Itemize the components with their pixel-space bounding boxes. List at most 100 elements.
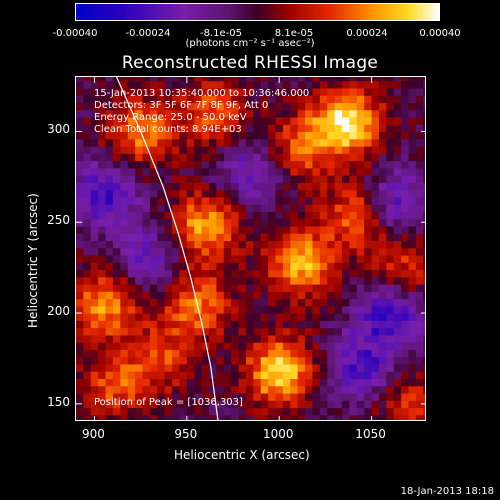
heatmap-cell bbox=[305, 342, 314, 350]
heatmap-cell bbox=[120, 153, 129, 162]
heatmap-cell bbox=[179, 371, 188, 380]
heatmap-cell bbox=[290, 146, 299, 154]
heatmap-cell bbox=[356, 77, 365, 82]
heatmap-cell bbox=[245, 233, 254, 242]
heatmap-cell bbox=[371, 247, 380, 256]
heatmap-cell bbox=[83, 349, 92, 358]
heatmap-cell bbox=[135, 356, 144, 365]
heatmap-cell bbox=[342, 153, 351, 162]
heatmap-cell bbox=[423, 356, 425, 365]
heatmap-cell bbox=[223, 392, 232, 401]
heatmap-cell bbox=[164, 407, 173, 416]
heatmap-cell bbox=[142, 356, 151, 365]
heatmap-cell bbox=[209, 95, 217, 104]
heatmap-cell bbox=[393, 189, 402, 198]
heatmap-cell bbox=[194, 175, 203, 183]
heatmap-cell bbox=[282, 254, 291, 263]
heatmap-cell bbox=[238, 95, 247, 104]
heatmap-cell bbox=[231, 109, 240, 118]
heatmap-cell bbox=[172, 240, 181, 249]
heatmap-cell bbox=[319, 116, 328, 125]
heatmap-cell bbox=[76, 204, 84, 212]
heatmap-cell bbox=[231, 189, 240, 198]
heatmap-cell bbox=[216, 124, 225, 133]
heatmap-cell bbox=[179, 80, 188, 89]
heatmap-cell bbox=[179, 269, 188, 278]
heatmap-cell bbox=[209, 392, 217, 401]
heatmap-cell bbox=[149, 182, 158, 191]
heatmap-cell bbox=[209, 356, 217, 365]
heatmap-cell bbox=[120, 407, 129, 416]
heatmap-cell bbox=[423, 87, 425, 96]
heatmap-cell bbox=[268, 305, 277, 314]
heatmap-cell bbox=[231, 87, 240, 96]
heatmap-cell bbox=[127, 342, 136, 350]
heatmap-cell bbox=[408, 218, 417, 227]
heatmap-cell bbox=[297, 276, 306, 285]
heatmap-cell bbox=[179, 167, 188, 176]
heatmap-cell bbox=[297, 80, 306, 89]
heatmap-cell bbox=[371, 407, 380, 416]
heatmap-cell bbox=[201, 240, 210, 249]
heatmap-cell bbox=[423, 349, 425, 358]
heatmap-cell bbox=[393, 298, 402, 307]
heatmap-cell bbox=[423, 109, 425, 118]
heatmap-cell bbox=[297, 102, 306, 111]
heatmap-cell bbox=[164, 378, 173, 387]
heatmap-cell bbox=[327, 284, 336, 292]
heatmap-cell bbox=[90, 327, 99, 336]
heatmap-cell bbox=[83, 153, 92, 162]
heatmap-cell bbox=[282, 196, 291, 205]
heatmap-cell bbox=[408, 196, 417, 205]
heatmap-cell bbox=[423, 378, 425, 387]
heatmap-cell bbox=[393, 371, 402, 380]
heatmap-cell bbox=[231, 102, 240, 111]
heatmap-cell bbox=[105, 276, 114, 285]
heatmap-cell bbox=[164, 77, 173, 82]
heatmap-cell bbox=[172, 327, 181, 336]
annotation-detectors: Detectors: 3F 5F 6F 7F 8F 9F, Att 0 bbox=[94, 100, 269, 111]
heatmap-cell bbox=[275, 334, 284, 343]
heatmap-cell bbox=[98, 160, 107, 169]
heatmap-cell bbox=[149, 218, 158, 227]
heatmap-cell bbox=[105, 124, 114, 133]
heatmap-cell bbox=[194, 102, 203, 111]
heatmap-cell bbox=[393, 291, 402, 300]
heatmap-cell bbox=[216, 262, 225, 271]
heatmap-cell bbox=[135, 131, 144, 140]
heatmap-cell bbox=[201, 116, 210, 125]
heatmap-cell bbox=[149, 269, 158, 278]
heatmap-cell bbox=[327, 204, 336, 212]
heatmap-cell bbox=[260, 204, 269, 212]
heatmap-cell bbox=[282, 225, 291, 234]
colorbar-tick-label: -0.00024 bbox=[125, 28, 171, 39]
heatmap-cell bbox=[164, 95, 173, 104]
heatmap-cell bbox=[76, 87, 84, 96]
heatmap-cell bbox=[319, 327, 328, 336]
heatmap-cell bbox=[142, 327, 151, 336]
heatmap-cell bbox=[415, 124, 424, 133]
heatmap-cell bbox=[371, 102, 380, 111]
heatmap-cell bbox=[231, 116, 240, 125]
heatmap-cell bbox=[327, 233, 336, 242]
heatmap-cell bbox=[216, 349, 225, 358]
heatmap-cell bbox=[319, 225, 328, 234]
heatmap-cell bbox=[112, 95, 121, 104]
heatmap-cell bbox=[312, 131, 321, 140]
heatmap-cell bbox=[194, 320, 203, 329]
heatmap-cell bbox=[260, 363, 269, 372]
heatmap-cell bbox=[238, 124, 247, 133]
heatmap-cell bbox=[157, 334, 166, 343]
heatmap-cell bbox=[393, 77, 402, 82]
heatmap-cell bbox=[231, 204, 240, 212]
heatmap-cell bbox=[334, 175, 343, 183]
heatmap-cell bbox=[105, 371, 114, 380]
heatmap-cell bbox=[356, 204, 365, 212]
heatmap-cell bbox=[386, 204, 395, 212]
heatmap-cell bbox=[319, 109, 328, 118]
heatmap-cell bbox=[223, 153, 232, 162]
heatmap-cell bbox=[120, 95, 129, 104]
heatmap-cell bbox=[312, 189, 321, 198]
heatmap-cell bbox=[334, 167, 343, 176]
heatmap-cell bbox=[112, 240, 121, 249]
